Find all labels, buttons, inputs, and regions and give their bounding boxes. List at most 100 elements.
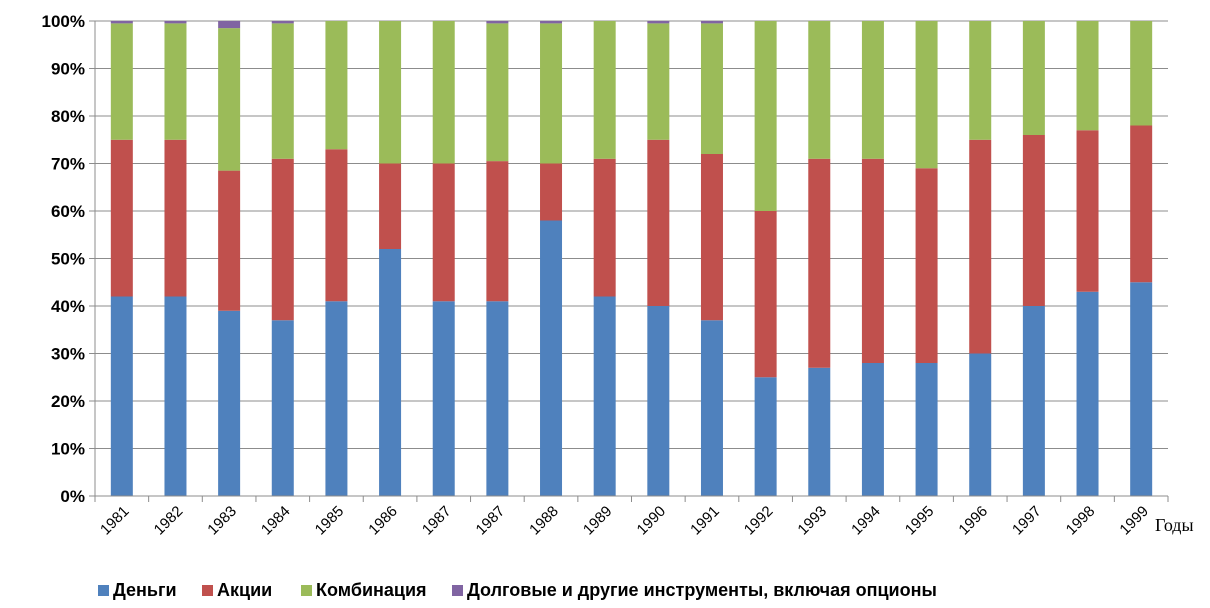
x-tick-label: 1983	[204, 503, 240, 539]
bar-segment	[432, 301, 455, 496]
x-tick-label: 1988	[526, 503, 562, 539]
x-tick-label: 1993	[794, 503, 830, 539]
bar-segment	[1076, 291, 1099, 496]
bar-segment	[593, 21, 616, 159]
bar-segment	[164, 296, 187, 496]
bar-segment	[1022, 306, 1045, 496]
bar-segment	[1130, 21, 1153, 126]
gridlines	[89, 20, 1168, 497]
bar-segment	[218, 310, 241, 496]
axes	[94, 21, 1169, 502]
legend-label: Комбинация	[316, 580, 427, 600]
y-tick-label: 30%	[51, 345, 85, 364]
bar-segment	[164, 139, 187, 297]
x-tick-label: 1987	[419, 503, 455, 539]
bar-segment	[271, 23, 294, 159]
x-tick-labels: 1981 1982 1983 1984 1985 1986 1987 1987 1988 1989…	[97, 503, 1152, 539]
bar-segment	[969, 353, 992, 496]
bar-segment	[647, 139, 670, 306]
bar-segment	[540, 23, 563, 164]
x-tick-label: 1981	[97, 503, 133, 539]
bar-segment	[325, 21, 348, 150]
x-tick-label: 1999	[1116, 503, 1152, 539]
bars	[110, 21, 1153, 496]
x-tick-label: 1985	[312, 503, 348, 539]
bar-segment	[110, 23, 133, 140]
bar-segment	[593, 296, 616, 496]
x-tick-label: 1986	[365, 503, 401, 539]
bar-segment	[164, 23, 187, 140]
bar-segment	[969, 139, 992, 354]
bar-segment	[432, 21, 455, 164]
bar-segment	[1076, 130, 1099, 292]
bar-segment	[969, 21, 992, 140]
bar-segment	[1076, 21, 1099, 131]
bar-segment	[754, 211, 777, 378]
bar-segment	[486, 23, 509, 162]
bar-segment	[647, 23, 670, 140]
bar-segment	[110, 21, 133, 24]
bar-segment	[647, 306, 670, 496]
legend: Деньги Акции Комбинация Долговые и другие и…	[98, 580, 937, 600]
bar-segment	[271, 320, 294, 496]
bar-segment	[647, 21, 670, 24]
x-axis-unit-label: Годы	[1155, 515, 1194, 535]
bar-segment	[379, 21, 402, 164]
bar-segment	[861, 363, 884, 496]
bar-segment	[379, 249, 402, 496]
x-tick-label: 1995	[902, 503, 938, 539]
bar-segment	[379, 163, 402, 249]
bar-segment	[915, 168, 938, 363]
bar-segment	[700, 154, 723, 321]
bar-segment	[593, 158, 616, 297]
bar-segment	[325, 301, 348, 496]
legend-swatch	[202, 585, 213, 596]
legend-label: Акции	[217, 580, 272, 600]
bar-segment	[164, 21, 187, 24]
bar-segment	[808, 21, 831, 159]
x-tick-label: 1996	[955, 503, 991, 539]
bar-segment	[271, 21, 294, 24]
y-tick-label: 70%	[51, 155, 85, 174]
bar-segment	[700, 21, 723, 24]
x-tick-label: 1992	[741, 503, 777, 539]
x-tick-label: 1997	[1009, 503, 1045, 539]
bar-segment	[808, 367, 831, 496]
legend-label: Деньги	[113, 580, 177, 600]
bar-segment	[540, 220, 563, 496]
bar-segment	[915, 21, 938, 169]
y-tick-label: 40%	[51, 297, 85, 316]
bar-segment	[271, 158, 294, 321]
bar-segment	[915, 363, 938, 496]
bar-segment	[754, 21, 777, 211]
x-tick-label: 1987	[473, 503, 509, 539]
bar-segment	[754, 377, 777, 496]
bar-segment	[1022, 21, 1045, 135]
x-tick-label: 1989	[580, 503, 616, 539]
bar-segment	[700, 23, 723, 154]
y-tick-label: 60%	[51, 202, 85, 221]
bar-segment	[325, 149, 348, 302]
bar-segment	[486, 21, 509, 24]
y-tick-label: 50%	[51, 250, 85, 269]
x-tick-label: 1990	[634, 503, 670, 539]
y-tick-label: 90%	[51, 60, 85, 79]
legend-swatch	[452, 585, 463, 596]
x-tick-label: 1994	[848, 503, 884, 539]
legend-swatch	[301, 585, 312, 596]
bar-segment	[486, 161, 509, 302]
x-tick-label: 1991	[687, 503, 723, 539]
x-tick-label: 1984	[258, 503, 294, 539]
bar-segment	[110, 139, 133, 297]
bar-segment	[1130, 125, 1153, 283]
bar-segment	[218, 170, 241, 311]
bar-segment	[700, 320, 723, 496]
bar-segment	[1130, 282, 1153, 496]
y-tick-labels: 0% 10% 20% 30% 40% 50% 60% 70% 80% 90% 100%	[42, 12, 85, 506]
y-tick-label: 100%	[42, 12, 85, 31]
y-tick-label: 20%	[51, 392, 85, 411]
bar-segment	[540, 21, 563, 24]
y-tick-label: 10%	[51, 440, 85, 459]
bar-segment	[808, 158, 831, 368]
